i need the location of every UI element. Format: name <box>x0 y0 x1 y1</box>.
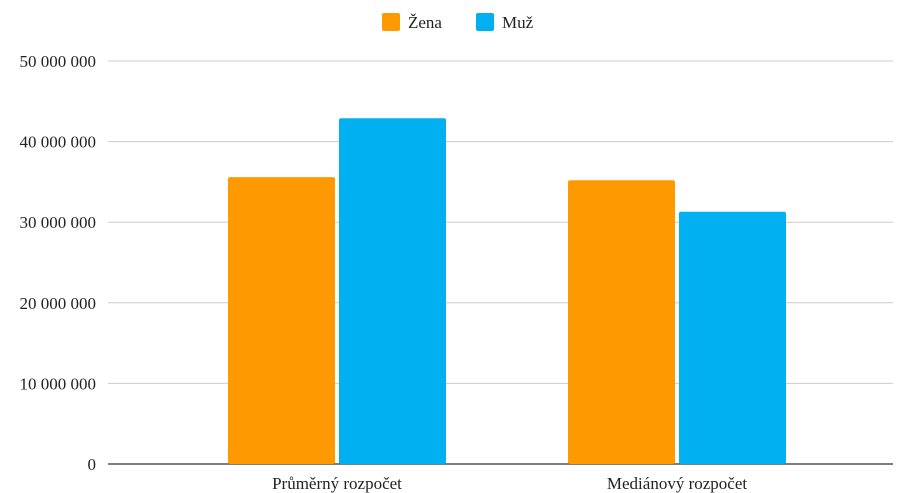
legend: Žena Muž <box>382 13 534 32</box>
bar-muz-prumerny <box>339 118 446 464</box>
y-tick-label: 30 000 000 <box>20 213 97 232</box>
y-tick-label: 40 000 000 <box>20 133 97 152</box>
y-tick-label: 20 000 000 <box>20 294 97 313</box>
y-tick-label: 0 <box>88 455 97 474</box>
x-tick-label: Mediánový rozpočet <box>607 474 747 493</box>
x-tick-label: Průměrný rozpočet <box>272 474 402 493</box>
legend-label: Žena <box>408 13 442 32</box>
legend-swatch <box>476 13 494 31</box>
legend-label: Muž <box>502 13 534 32</box>
bar-zena-medianovy <box>568 180 675 464</box>
x-axis-ticks: Průměrný rozpočet Mediánový rozpočet <box>272 474 747 493</box>
y-axis-ticks: 0 10 000 000 20 000 000 30 000 000 40 000 00… <box>20 52 97 474</box>
bars <box>228 118 786 464</box>
bar-muz-medianovy <box>679 211 786 464</box>
legend-swatch <box>382 13 400 31</box>
y-tick-label: 50 000 000 <box>20 52 97 71</box>
y-tick-label: 10 000 000 <box>20 374 97 393</box>
bar-zena-prumerny <box>228 177 335 464</box>
